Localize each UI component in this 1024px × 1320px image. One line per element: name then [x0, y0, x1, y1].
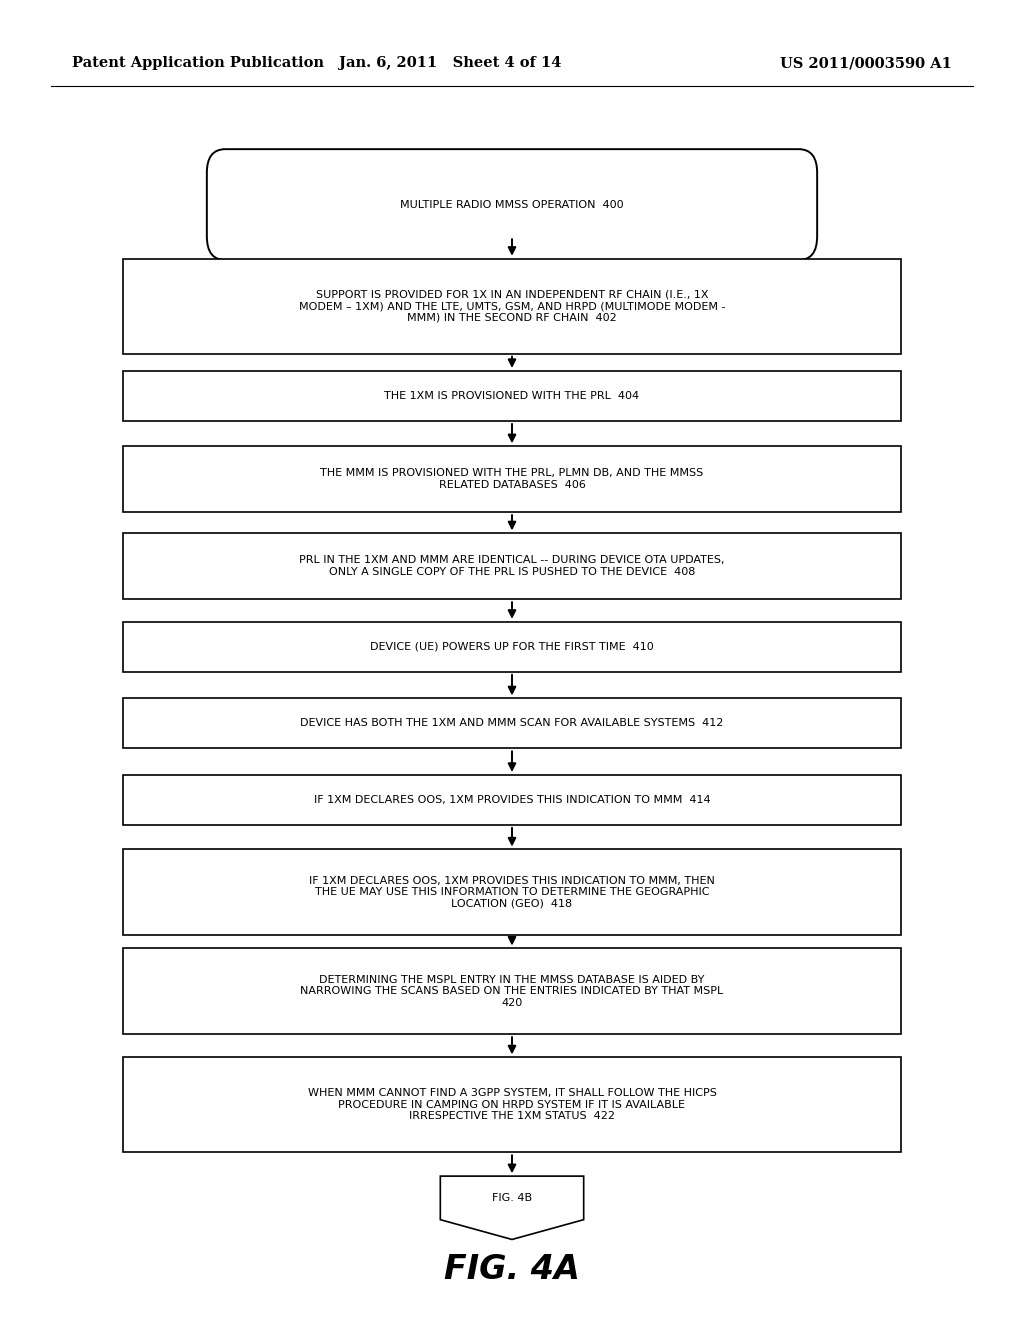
Text: IF 1XM DECLARES OOS, 1XM PROVIDES THIS INDICATION TO MMM, THEN
THE UE MAY USE TH: IF 1XM DECLARES OOS, 1XM PROVIDES THIS I…	[309, 875, 715, 909]
Text: Jan. 6, 2011   Sheet 4 of 14: Jan. 6, 2011 Sheet 4 of 14	[339, 57, 562, 70]
Bar	[123, 949, 901, 1035]
Text: THE 1XM IS PROVISIONED WITH THE PRL  404: THE 1XM IS PROVISIONED WITH THE PRL 404	[384, 391, 640, 401]
Bar	[123, 698, 901, 748]
Text: Patent Application Publication: Patent Application Publication	[72, 57, 324, 70]
Bar	[123, 533, 901, 599]
Text: DEVICE HAS BOTH THE 1XM AND MMM SCAN FOR AVAILABLE SYSTEMS  412: DEVICE HAS BOTH THE 1XM AND MMM SCAN FOR…	[300, 718, 724, 729]
Polygon shape	[440, 1176, 584, 1239]
Text: MULTIPLE RADIO MMSS OPERATION  400: MULTIPLE RADIO MMSS OPERATION 400	[400, 199, 624, 210]
Bar	[123, 1057, 901, 1152]
Bar	[123, 446, 901, 512]
Text: DETERMINING THE MSPL ENTRY IN THE MMSS DATABASE IS AIDED BY
NARROWING THE SCANS : DETERMINING THE MSPL ENTRY IN THE MMSS D…	[300, 974, 724, 1008]
Text: US 2011/0003590 A1: US 2011/0003590 A1	[780, 57, 952, 70]
Bar	[123, 775, 901, 825]
Bar	[123, 259, 901, 354]
Text: FIG. 4B: FIG. 4B	[492, 1193, 532, 1203]
Text: FIG. 4A: FIG. 4A	[444, 1254, 580, 1286]
Text: PRL IN THE 1XM AND MMM ARE IDENTICAL -- DURING DEVICE OTA UPDATES,
ONLY A SINGLE: PRL IN THE 1XM AND MMM ARE IDENTICAL -- …	[299, 556, 725, 577]
Text: DEVICE (UE) POWERS UP FOR THE FIRST TIME  410: DEVICE (UE) POWERS UP FOR THE FIRST TIME…	[370, 642, 654, 652]
FancyBboxPatch shape	[207, 149, 817, 260]
Bar	[123, 622, 901, 672]
Bar	[123, 850, 901, 935]
Text: IF 1XM DECLARES OOS, 1XM PROVIDES THIS INDICATION TO MMM  414: IF 1XM DECLARES OOS, 1XM PROVIDES THIS I…	[313, 795, 711, 805]
Text: SUPPORT IS PROVIDED FOR 1X IN AN INDEPENDENT RF CHAIN (I.E., 1X
MODEM – 1XM) AND: SUPPORT IS PROVIDED FOR 1X IN AN INDEPEN…	[299, 289, 725, 323]
Text: THE MMM IS PROVISIONED WITH THE PRL, PLMN DB, AND THE MMSS
RELATED DATABASES  40: THE MMM IS PROVISIONED WITH THE PRL, PLM…	[321, 469, 703, 490]
Bar	[123, 371, 901, 421]
Text: WHEN MMM CANNOT FIND A 3GPP SYSTEM, IT SHALL FOLLOW THE HICPS
PROCEDURE IN CAMPI: WHEN MMM CANNOT FIND A 3GPP SYSTEM, IT S…	[307, 1088, 717, 1122]
